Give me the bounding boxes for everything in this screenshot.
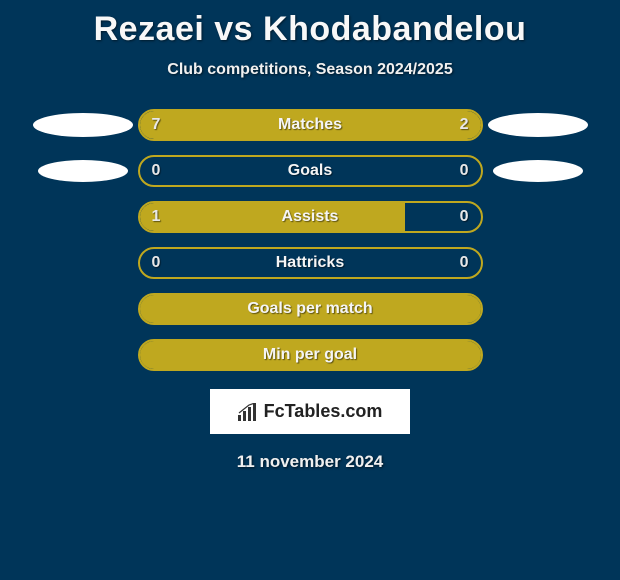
stat-row-min-per-goal: Min per goal: [0, 339, 620, 371]
brand-text: FcTables.com: [264, 401, 383, 422]
stat-bar: 00Goals: [138, 155, 483, 187]
avatar-ellipse: [493, 160, 583, 182]
stat-bar: 10Assists: [138, 201, 483, 233]
stat-bar: 00Hattricks: [138, 247, 483, 279]
stat-row-matches: 72Matches: [0, 109, 620, 141]
branding-row: FcTables.com: [0, 389, 620, 434]
stat-bar: 72Matches: [138, 109, 483, 141]
brand-box: FcTables.com: [210, 389, 411, 434]
stat-row-hattricks: 00Hattricks: [0, 247, 620, 279]
page-title: Rezaei vs Khodabandelou: [0, 10, 620, 49]
page-subtitle: Club competitions, Season 2024/2025: [0, 61, 620, 79]
stat-bar: Min per goal: [138, 339, 483, 371]
stat-label: Goals: [140, 162, 481, 180]
avatar-left: [28, 113, 138, 137]
avatar-right: [483, 113, 593, 137]
stat-row-assists: 10Assists: [0, 201, 620, 233]
avatar-ellipse: [33, 113, 133, 137]
stats-area: 72Matches 00Goals 10Assists 00Hattricks Goal…: [0, 109, 620, 371]
chart-icon: [238, 403, 258, 421]
stat-label: Hattricks: [140, 254, 481, 272]
stat-label: Matches: [140, 116, 481, 134]
stat-label: Assists: [140, 208, 481, 226]
stat-bar: Goals per match: [138, 293, 483, 325]
avatar-right: [483, 160, 593, 182]
stat-label: Min per goal: [140, 346, 481, 364]
stat-row-goals: 00Goals: [0, 155, 620, 187]
avatar-ellipse: [38, 160, 128, 182]
stat-row-goals-per-match: Goals per match: [0, 293, 620, 325]
stat-label: Goals per match: [140, 300, 481, 318]
avatar-ellipse: [488, 113, 588, 137]
footer-date: 11 november 2024: [0, 452, 620, 472]
avatar-left: [28, 160, 138, 182]
